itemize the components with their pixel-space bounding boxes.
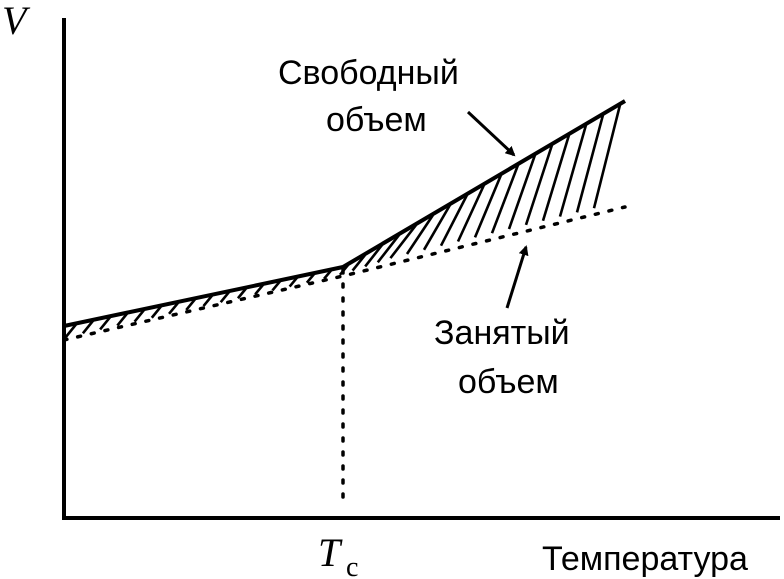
tg-subscript: с [346,552,358,579]
y-axis-label: V [2,0,31,43]
hatch-stroke [541,134,571,222]
occupied-volume-label: Занятый объем [434,314,570,401]
hatch-stroke [524,144,554,226]
hatch-stroke [389,224,418,259]
hatch-stroke [507,154,537,230]
hatch-stroke [271,280,281,292]
hatch-stroke [364,244,384,268]
hatch-stroke [133,309,146,323]
hatch-stroke [254,284,265,296]
hatch-stroke [439,194,469,247]
tg-symbol: T [318,530,343,575]
specific-volume-curve [63,99,627,328]
hatch-stroke [575,114,605,213]
hatch-stroke [376,234,401,264]
hatch-stroke [456,184,486,243]
free-volume-arrow [466,110,516,157]
tg-label: T с [318,530,358,579]
hatch-stroke [168,302,180,315]
x-axis-label: Температура [542,540,748,578]
hatch-stroke [219,291,231,303]
hatch-stroke [116,312,129,327]
hatch-stroke [81,320,95,335]
hatch-stroke [236,287,248,300]
hatch-stroke [150,305,163,319]
hatch-stroke [64,323,78,339]
hatch-stroke [305,273,315,284]
hatch-stroke [490,164,520,234]
hatch-stroke [558,124,588,217]
occupied-volume-label-line-2: объем [458,363,559,401]
hatch-stroke [351,254,367,272]
hatch-stroke [473,174,503,238]
hatch-stroke [202,294,214,307]
hatch-stroke [592,104,622,209]
hatch-stroke [422,204,452,251]
hatch-stroke [405,214,435,255]
hatch-stroke [323,269,332,280]
occupied-volume-curve [62,205,627,342]
hatch-stroke [185,298,197,311]
free-volume-label-line-1: Свободный [278,54,459,92]
occupied-volume-label-line-1: Занятый [434,314,570,352]
free-volume-label: Свободный объем [278,54,459,139]
occupied-volume-arrow [505,245,529,309]
free-volume-label-line-2: объем [326,101,427,139]
hatch-stroke [288,276,298,288]
hatched-free-volume [64,104,622,339]
hatch-stroke [99,316,112,331]
